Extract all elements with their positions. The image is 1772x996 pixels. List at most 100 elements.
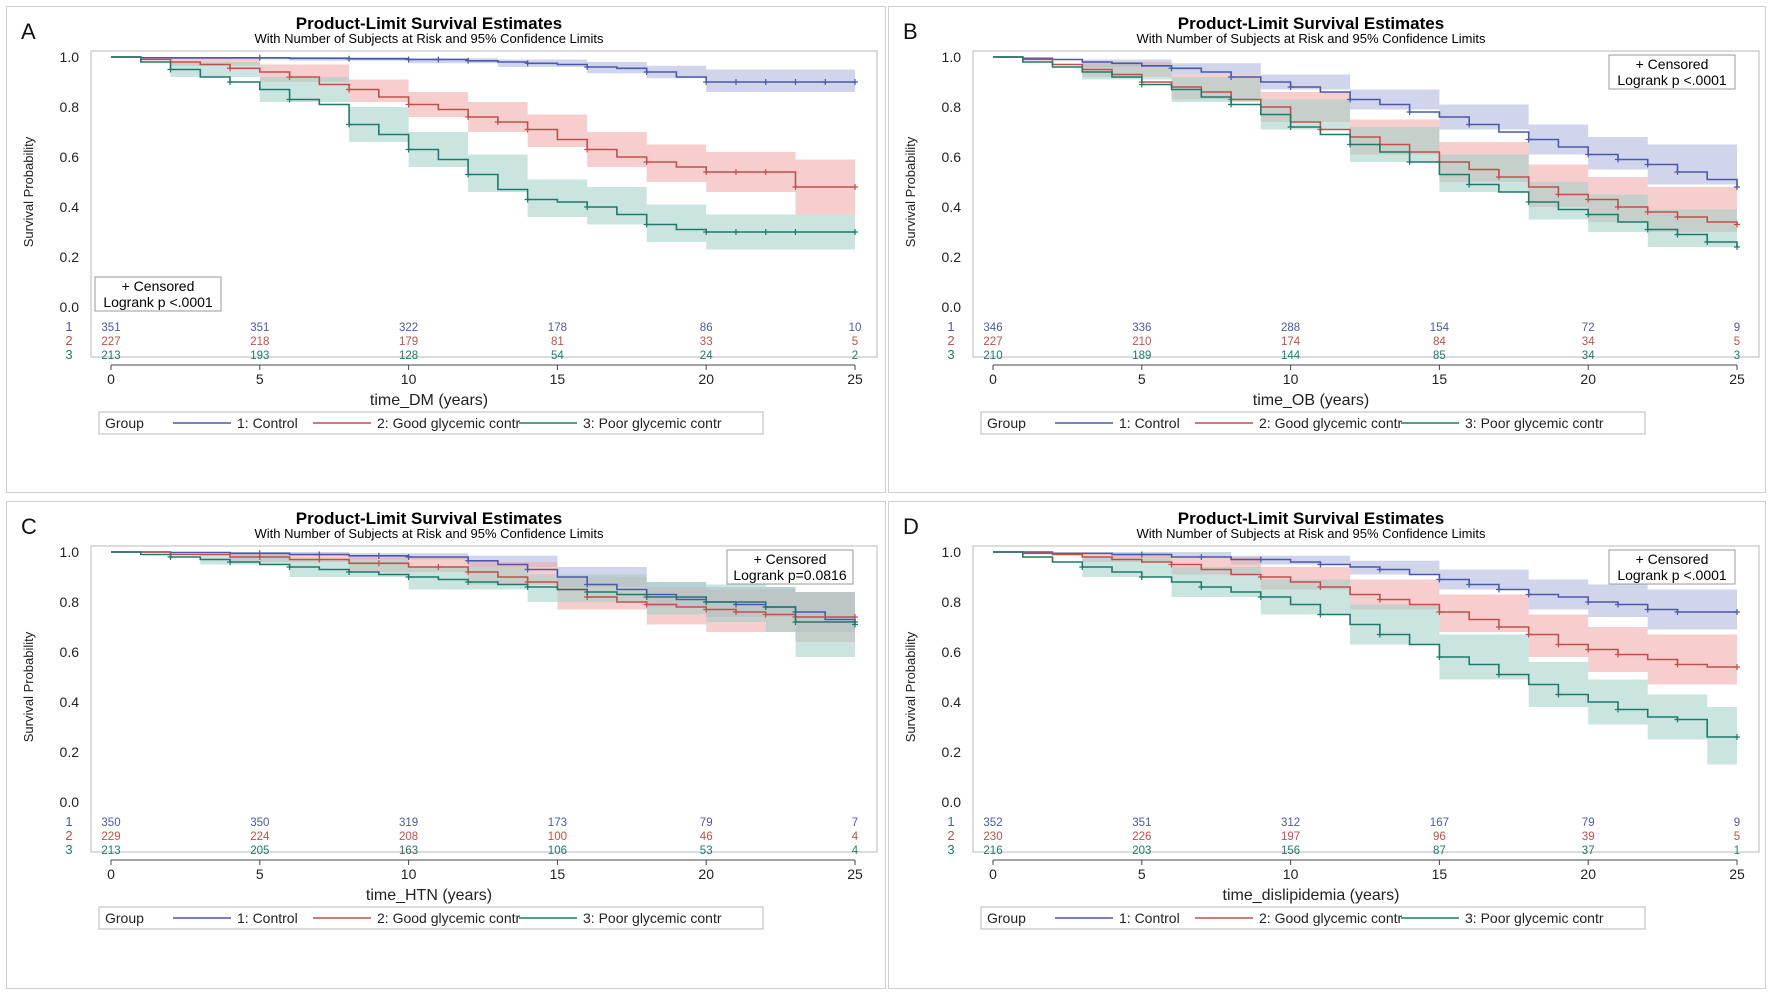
x-axis-label: time_DM (years) xyxy=(370,392,488,409)
legend-entry: 2: Good glycemic contr xyxy=(1259,415,1403,431)
risk-group-id: 2 xyxy=(947,333,954,348)
at-risk-count: 205 xyxy=(250,845,269,857)
y-tick-label: 1.0 xyxy=(942,49,962,65)
censor-mark xyxy=(1674,716,1681,723)
x-tick-label: 5 xyxy=(1138,371,1146,387)
at-risk-count: 167 xyxy=(1430,817,1449,829)
censor-mark xyxy=(1138,551,1145,558)
at-risk-count: 79 xyxy=(700,817,713,829)
at-risk-count: 288 xyxy=(1281,322,1300,334)
censor-mark xyxy=(1674,231,1681,238)
plot-frame xyxy=(90,50,878,358)
legend-title: Group xyxy=(105,415,144,431)
y-tick-label: 0.8 xyxy=(942,99,962,115)
at-risk-count: 79 xyxy=(1582,817,1595,829)
at-risk-count: 87 xyxy=(1433,845,1446,857)
censor-mark xyxy=(375,552,382,559)
survival-curve xyxy=(993,56,1738,247)
censor-mark xyxy=(852,79,858,85)
at-risk-count: 312 xyxy=(1281,817,1300,829)
censor-mark xyxy=(346,55,353,62)
censor-mark xyxy=(1466,181,1473,188)
chart-subtitle: With Number of Subjects at Risk and 95% … xyxy=(255,526,604,541)
panel-a: A Product-Limit Survival Estimates With Nu… xyxy=(6,6,886,493)
at-risk-count: 33 xyxy=(700,336,713,348)
censor-mark xyxy=(703,79,710,85)
risk-group-id: 3 xyxy=(65,842,72,857)
y-tick-label: 0.2 xyxy=(60,249,80,265)
at-risk-count: 1 xyxy=(1734,845,1740,857)
at-risk-count: 189 xyxy=(1132,350,1151,362)
censor-mark xyxy=(286,74,293,80)
inset-box xyxy=(726,549,854,585)
censor-mark xyxy=(1168,561,1175,568)
censor-mark xyxy=(1585,211,1592,218)
censor-mark xyxy=(346,121,353,128)
censor-mark xyxy=(227,65,234,72)
y-tick-label: 0.6 xyxy=(942,644,962,660)
at-risk-count: 144 xyxy=(1281,350,1301,362)
at-risk-count: 5 xyxy=(852,336,858,348)
censor-mark xyxy=(286,96,293,103)
y-tick-label: 0.4 xyxy=(942,199,962,215)
censor-mark xyxy=(732,79,739,85)
at-risk-count: 350 xyxy=(101,817,120,829)
censor-mark xyxy=(167,554,174,560)
y-tick-label: 0.0 xyxy=(60,299,80,315)
x-tick-label: 25 xyxy=(847,371,863,387)
panel-c: C Product-Limit Survival Estimates With Nu… xyxy=(6,501,886,989)
censor-mark xyxy=(435,56,442,63)
plot-frame xyxy=(90,545,878,853)
censor-mark xyxy=(1555,641,1562,648)
panel-label: A xyxy=(21,19,36,44)
censor-mark xyxy=(1734,734,1740,740)
at-risk-count: 46 xyxy=(700,831,713,843)
at-risk-count: 163 xyxy=(399,845,418,857)
confidence-band xyxy=(993,57,1737,207)
at-risk-count: 227 xyxy=(101,336,120,348)
panel-label: C xyxy=(21,514,37,539)
at-risk-count: 10 xyxy=(849,322,862,334)
censor-mark xyxy=(524,126,531,133)
censor-mark xyxy=(405,554,412,560)
inset-box xyxy=(1608,549,1736,585)
risk-group-id: 3 xyxy=(947,842,954,857)
chart-subtitle: With Number of Subjects at Risk and 95% … xyxy=(1137,31,1486,46)
censor-mark xyxy=(1406,109,1413,115)
censor-mark xyxy=(375,560,382,567)
panel-b: B Product-Limit Survival Estimates With Nu… xyxy=(888,6,1766,493)
at-risk-count: 213 xyxy=(101,350,120,362)
x-tick-label: 10 xyxy=(1283,371,1299,387)
censor-mark xyxy=(405,101,412,108)
censor-mark xyxy=(1644,161,1651,168)
risk-group-id: 2 xyxy=(947,828,954,843)
censor-mark xyxy=(1734,221,1740,228)
x-tick-label: 15 xyxy=(550,371,566,387)
at-risk-count: 4 xyxy=(852,845,859,857)
censor-mark xyxy=(822,79,829,85)
censor-mark xyxy=(1495,174,1502,180)
at-risk-count: 9 xyxy=(1734,322,1740,334)
censor-mark xyxy=(762,611,769,618)
censor-mark xyxy=(852,184,858,190)
logrank-label: Logrank p <.0001 xyxy=(103,294,213,310)
x-tick-label: 20 xyxy=(1580,371,1596,387)
y-tick-label: 0.8 xyxy=(942,594,962,610)
at-risk-count: 2 xyxy=(852,350,858,362)
confidence-band xyxy=(111,552,855,642)
censor-mark xyxy=(762,604,769,610)
x-axis-label: time_OB (years) xyxy=(1253,392,1369,409)
logrank-label: Logrank p <.0001 xyxy=(1617,72,1727,88)
censor-mark xyxy=(465,557,472,564)
at-risk-count: 85 xyxy=(1433,350,1446,362)
censor-mark xyxy=(1495,624,1502,630)
y-tick-label: 0.6 xyxy=(60,644,80,660)
chart-title: Product-Limit Survival Estimates xyxy=(1178,14,1444,33)
confidence-band xyxy=(993,552,1737,635)
censor-mark xyxy=(465,171,472,178)
at-risk-count: 37 xyxy=(1582,845,1595,857)
at-risk-count: 128 xyxy=(399,350,418,362)
at-risk-count: 34 xyxy=(1582,350,1595,362)
at-risk-count: 154 xyxy=(1430,322,1450,334)
